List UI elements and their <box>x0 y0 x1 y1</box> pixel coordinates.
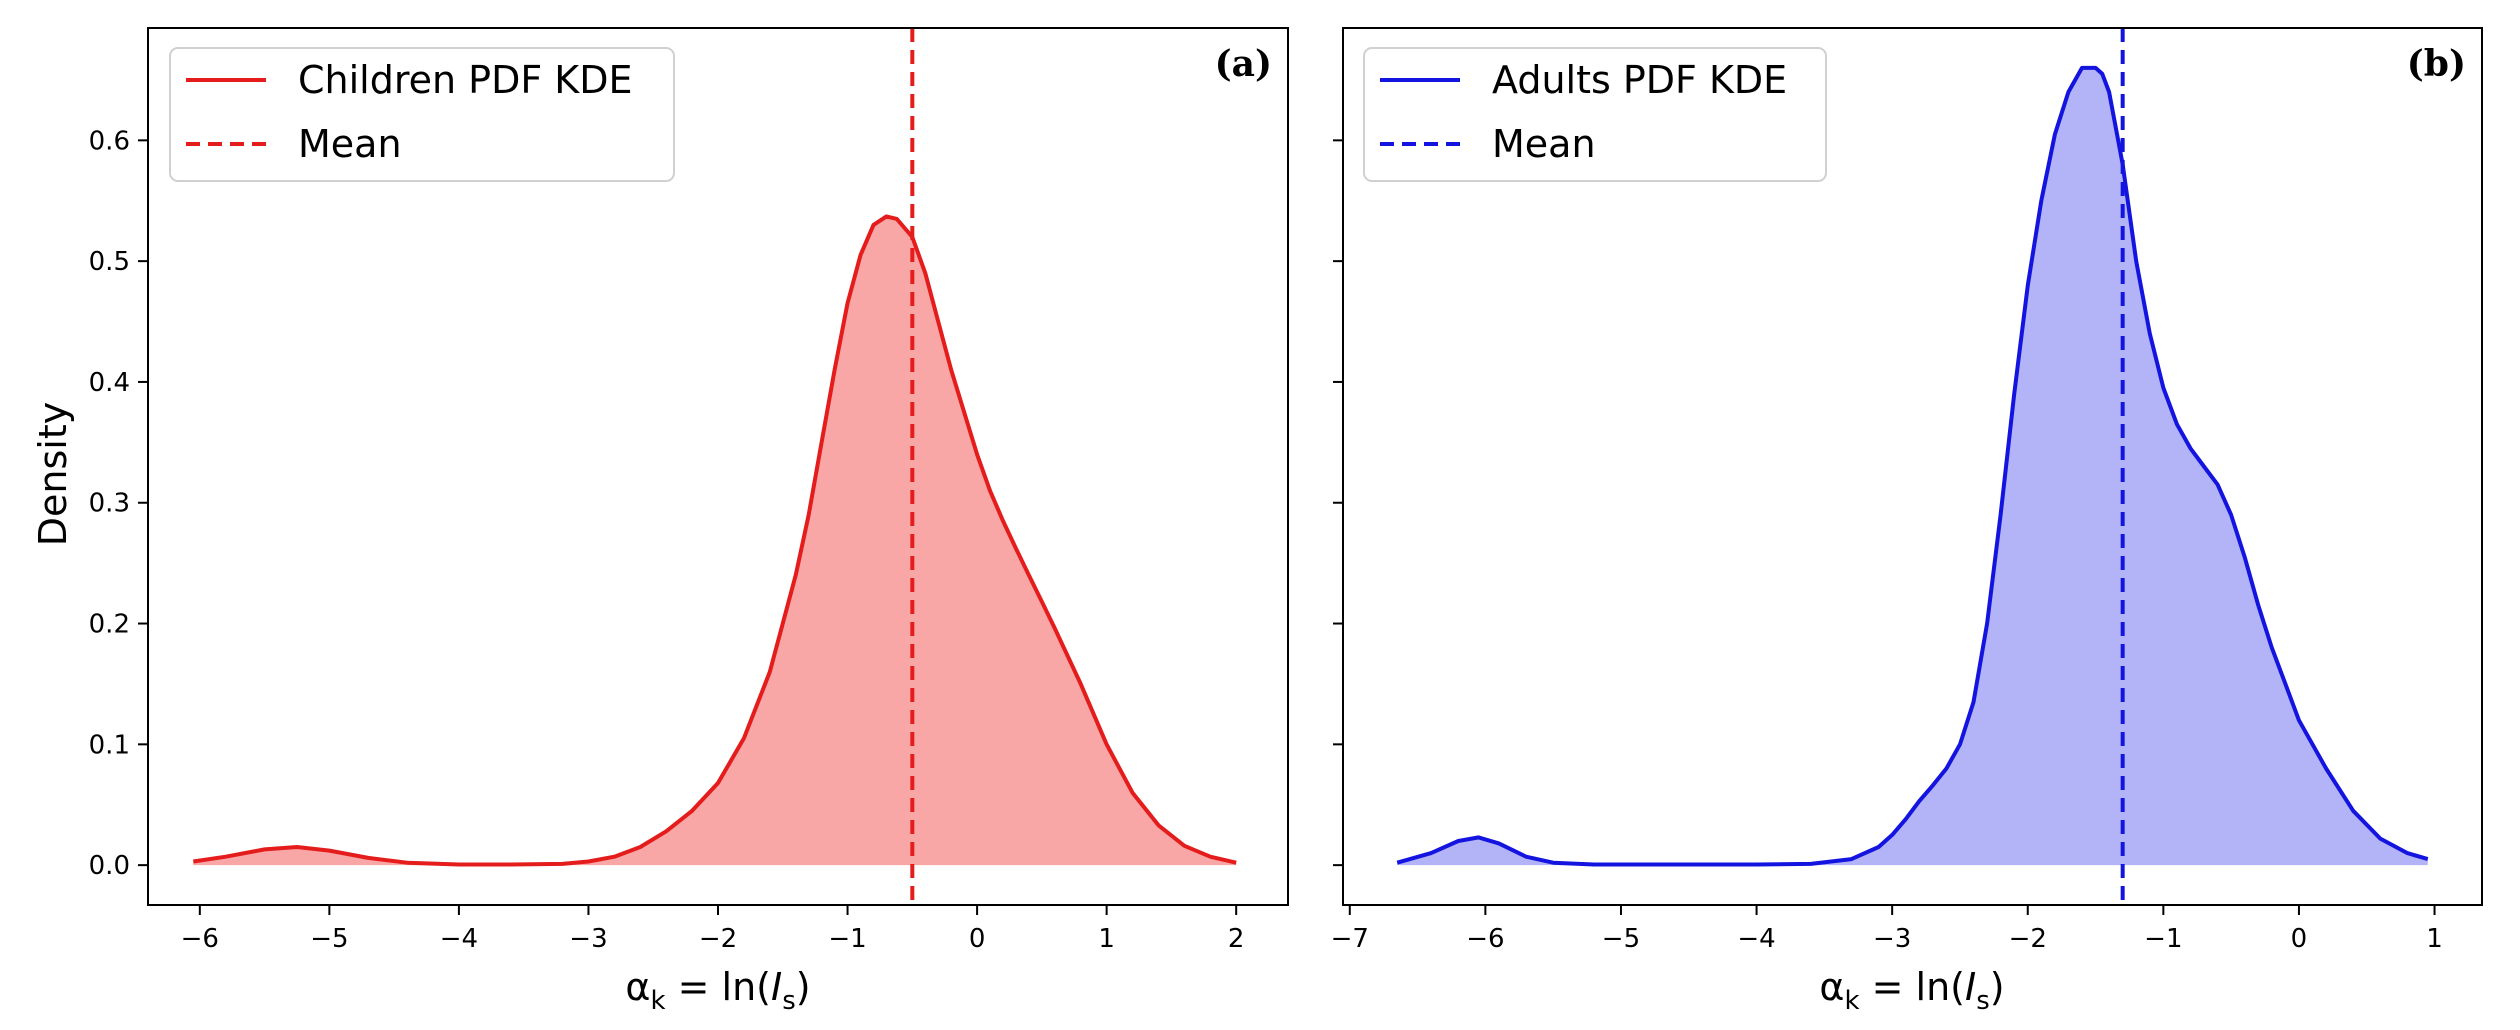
children-legend: Children PDF KDE Mean <box>169 47 675 182</box>
panel-adults: −7 −6 −5 −4 −3 −2 −1 0 1 Adults PDF KDE Mean (b)… <box>1331 27 2483 1016</box>
children-line-layer <box>193 214 1237 867</box>
adults-y-ticks <box>1333 139 1343 867</box>
children-y-tick-label: 0.4 <box>89 368 130 398</box>
adults-line-layer <box>1396 65 2429 867</box>
adults-kde-line <box>1396 65 2429 867</box>
adults-x-tick-label: −6 <box>1466 924 1504 954</box>
children-x-tick-label: −5 <box>310 924 348 954</box>
children-x-tick-label: 2 <box>1228 924 1245 954</box>
children-x-tick-label: −2 <box>699 924 737 954</box>
panel-children: −6 −5 −4 −3 −2 −1 0 1 2 0.0 0.1 0.2 0.3 0.4 0.5 0.6 Ch… <box>31 27 1289 1016</box>
children-fill-layer <box>193 216 1237 866</box>
adults-x-tick-label: −5 <box>1602 924 1640 954</box>
children-y-tick-label: 0.1 <box>89 730 130 760</box>
adults-x-tick-label: 1 <box>2426 924 2443 954</box>
children-x-tick-label: −3 <box>569 924 607 954</box>
adults-x-tick-label: −1 <box>2144 924 2182 954</box>
children-y-ticks: 0.0 0.1 0.2 0.3 0.4 0.5 0.6 <box>89 126 148 881</box>
y-axis-label: Density <box>31 402 75 546</box>
adults-x-tick-label: −4 <box>1737 924 1775 954</box>
children-x-tick-label: 0 <box>969 924 986 954</box>
children-y-tick-label: 0.5 <box>89 247 130 277</box>
children-x-tick-label: −4 <box>440 924 478 954</box>
adults-kde-area <box>1397 67 2428 866</box>
adults-x-tick-label: 0 <box>2291 924 2308 954</box>
children-plot-frame <box>147 27 1289 906</box>
adults-legend-box <box>1363 47 1827 182</box>
children-x-tick-label: 1 <box>1098 924 1115 954</box>
children-panel-tag: (a) <box>1215 43 1272 85</box>
children-legend-box <box>169 47 675 182</box>
children-kde-area <box>193 216 1237 866</box>
children-legend-kde-label: Children PDF KDE <box>298 58 633 102</box>
children-kde-line <box>193 214 1237 867</box>
children-x-ticks: −6 −5 −4 −3 −2 −1 0 1 2 <box>181 905 1245 954</box>
children-legend-mean-label: Mean <box>298 122 402 166</box>
adults-x-tick-label: −2 <box>2009 924 2047 954</box>
adults-legend-mean-label: Mean <box>1492 122 1596 166</box>
adults-x-tick-label: −3 <box>1873 924 1911 954</box>
children-x-tick-label: −6 <box>181 924 219 954</box>
children-y-tick-label: 0.3 <box>89 489 130 519</box>
children-y-tick-label: 0.2 <box>89 610 130 640</box>
children-y-tick-label: 0.6 <box>89 126 130 156</box>
adults-panel-tag: (b) <box>2407 43 2466 85</box>
adults-x-tick-label: −7 <box>1331 924 1369 954</box>
children-y-tick-label: 0.0 <box>89 851 130 881</box>
adults-plot-frame <box>1342 27 2483 906</box>
adults-x-ticks: −7 −6 −5 −4 −3 −2 −1 0 1 <box>1331 905 2443 954</box>
adults-legend-kde-label: Adults PDF KDE <box>1492 58 1787 102</box>
adults-fill-layer <box>1397 67 2428 866</box>
children-x-tick-label: −1 <box>828 924 866 954</box>
adults-legend: Adults PDF KDE Mean <box>1363 47 1827 182</box>
